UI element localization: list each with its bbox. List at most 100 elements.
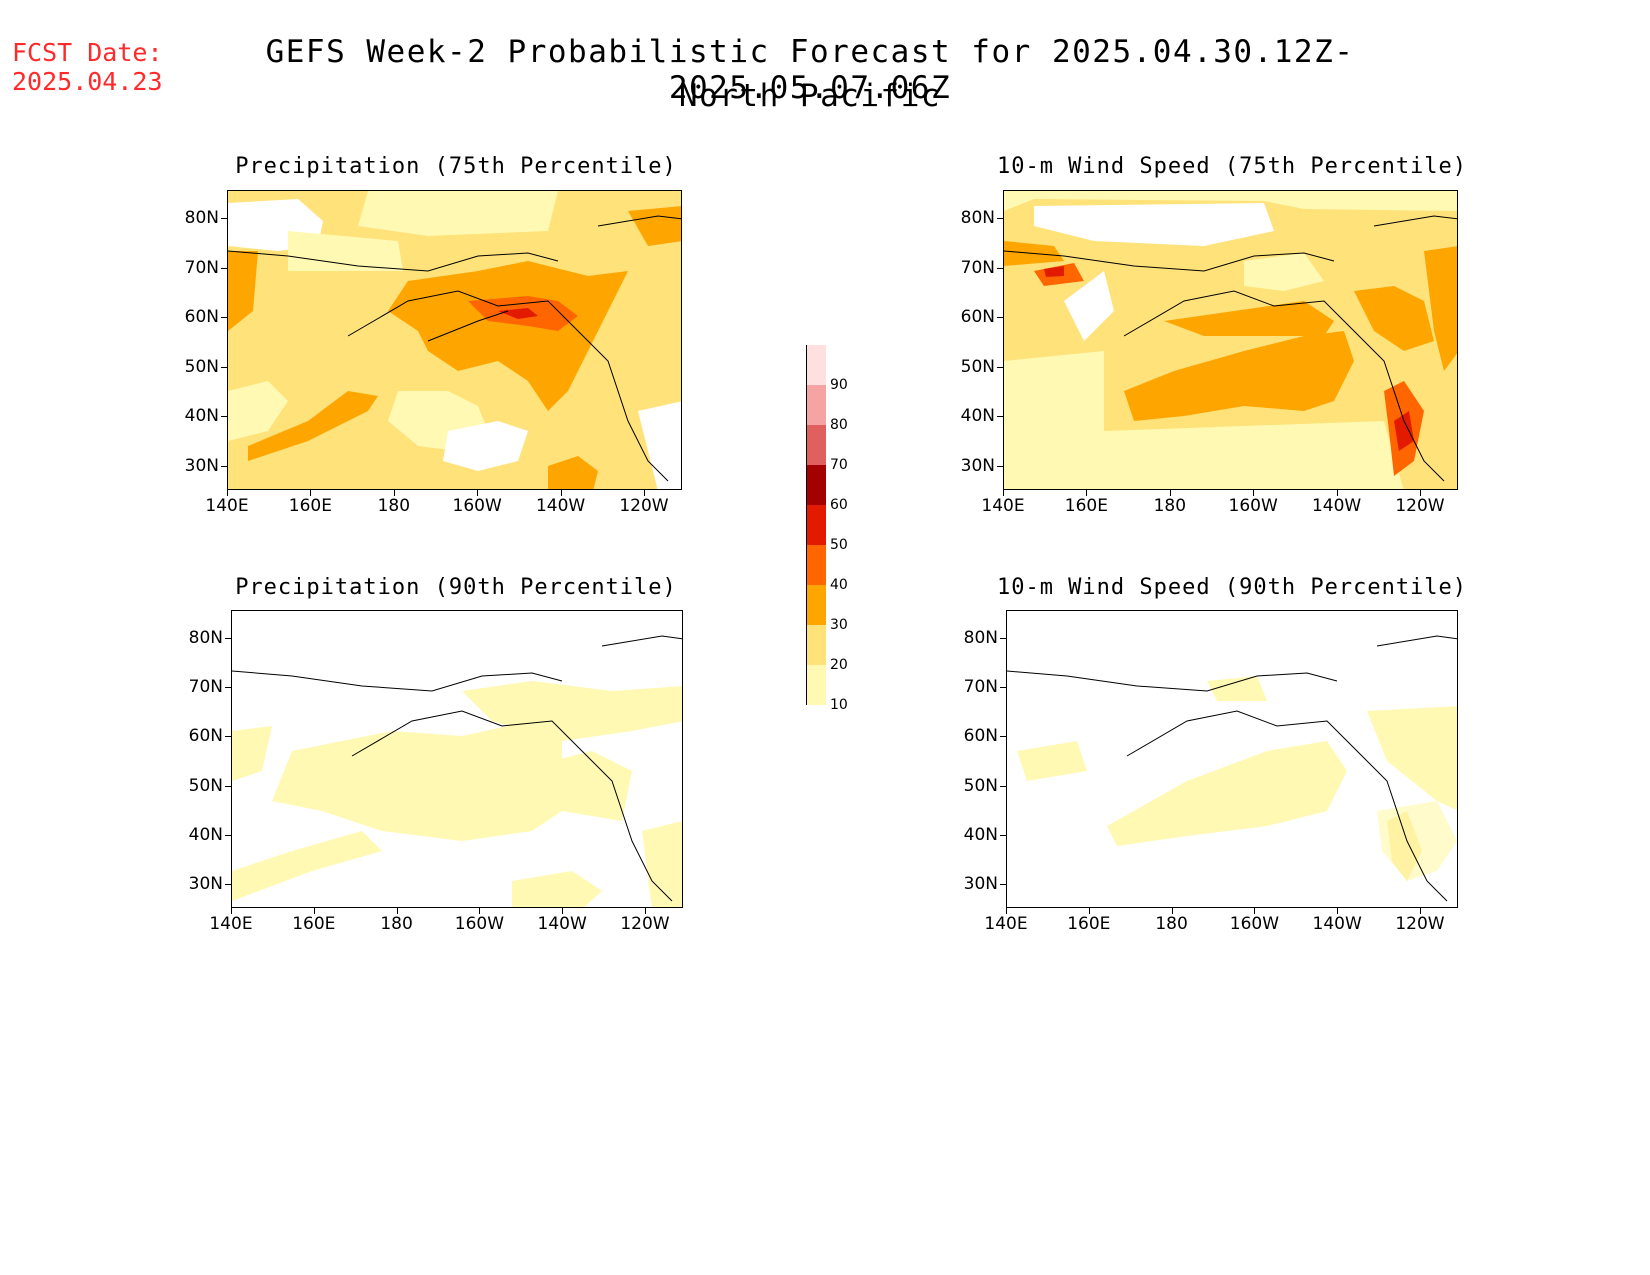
lon-tick-mark xyxy=(1420,908,1421,914)
colorbar-swatch xyxy=(806,665,826,705)
panel-title-wind-75: 10-m Wind Speed (75th Percentile) xyxy=(996,154,1468,179)
colorbar-label: 10 xyxy=(830,697,848,713)
lat-tick-mark xyxy=(1000,834,1006,836)
lat-tick-mark xyxy=(1000,736,1006,738)
lat-tick-label: 70N xyxy=(184,257,219,278)
lat-tick-label: 60N xyxy=(188,726,223,747)
map-precip-75 xyxy=(227,190,682,490)
lon-tick-mark xyxy=(1254,908,1256,914)
lat-tick-label: 80N xyxy=(960,208,995,228)
lat-tick-label: 80N xyxy=(184,208,219,228)
lat-tick-label: 70N xyxy=(963,677,998,698)
lon-tick-label: 160W xyxy=(1228,496,1278,516)
colorbar-swatch xyxy=(806,385,826,425)
lon-tick-mark xyxy=(310,490,312,496)
colorbar-swatch xyxy=(806,585,826,625)
lon-tick-mark xyxy=(562,908,564,914)
colorbar-swatch xyxy=(806,425,826,465)
lon-tick-mark xyxy=(1253,490,1255,496)
lon-tick-label: 160E xyxy=(1067,914,1111,934)
lon-tick-label: 180 xyxy=(377,496,411,516)
lon-tick-label: 180 xyxy=(1155,914,1188,934)
panel-title-precip-90: Precipitation (90th Percentile) xyxy=(235,575,677,600)
page-title: GEFS Week-2 Probabilistic Forecast for 2… xyxy=(265,34,1355,106)
map-precip-90 xyxy=(231,610,683,908)
lat-tick-label: 40N xyxy=(963,824,998,845)
lat-tick-label: 80N xyxy=(188,628,223,648)
lon-tick-mark xyxy=(1003,490,1004,496)
lon-tick-mark xyxy=(1169,490,1171,496)
lon-tick-mark xyxy=(1088,908,1090,914)
lon-tick-mark xyxy=(1086,490,1088,496)
lat-tick-mark xyxy=(225,884,231,885)
lat-tick-mark xyxy=(997,267,1003,269)
lon-tick-label: 120W xyxy=(1395,496,1445,516)
lon-tick-label: 160E xyxy=(288,496,332,516)
lon-tick-label: 120W xyxy=(1395,914,1445,934)
colorbar-label: 60 xyxy=(830,497,848,513)
lat-tick-mark xyxy=(221,366,227,368)
lon-tick-mark xyxy=(1336,490,1338,496)
lat-tick-mark xyxy=(997,416,1003,418)
lat-tick-mark xyxy=(221,267,227,269)
lat-tick-label: 30N xyxy=(960,456,995,476)
lat-tick-label: 50N xyxy=(963,775,998,796)
lon-tick-mark xyxy=(479,908,481,914)
lat-tick-mark xyxy=(225,687,231,689)
colorbar-label: 80 xyxy=(830,417,848,433)
lat-tick-label: 30N xyxy=(963,874,998,894)
colorbar-swatch xyxy=(806,345,826,385)
lat-tick-label: 30N xyxy=(184,456,219,476)
colorbar-swatch xyxy=(806,545,826,585)
region-subtitle: North Pacific xyxy=(678,78,942,114)
lon-tick-mark xyxy=(560,490,562,496)
lon-tick-mark xyxy=(393,490,395,496)
colorbar-swatch xyxy=(806,505,826,545)
lon-tick-mark xyxy=(396,908,398,914)
lat-tick-mark xyxy=(1000,687,1006,689)
lon-tick-mark xyxy=(1420,490,1421,496)
colorbar-label: 50 xyxy=(830,537,848,553)
lon-tick-label: 160W xyxy=(452,496,502,516)
lat-tick-mark xyxy=(1000,785,1006,787)
colorbar-label: 90 xyxy=(830,377,848,393)
lat-tick-label: 50N xyxy=(184,356,219,377)
lon-tick-label: 180 xyxy=(380,914,413,934)
forecast-date-label: FCST Date: xyxy=(12,38,163,67)
lat-tick-mark xyxy=(225,736,231,738)
lat-tick-mark xyxy=(997,366,1003,368)
lon-tick-mark xyxy=(1171,908,1173,914)
lon-tick-label: 140E xyxy=(984,914,1028,934)
lon-tick-label: 140W xyxy=(1311,496,1362,516)
lat-tick-label: 40N xyxy=(188,824,223,845)
lon-tick-label: 140W xyxy=(1312,914,1362,934)
panel-title-wind-90: 10-m Wind Speed (90th Percentile) xyxy=(996,575,1468,600)
lat-tick-label: 60N xyxy=(184,307,219,328)
lat-tick-label: 70N xyxy=(188,677,223,698)
map-wind-90 xyxy=(1006,610,1458,908)
lat-tick-mark xyxy=(221,218,227,219)
lat-tick-label: 70N xyxy=(960,257,995,278)
lat-tick-mark xyxy=(225,785,231,787)
lon-tick-label: 140E xyxy=(981,496,1025,516)
panel-title-precip-75: Precipitation (75th Percentile) xyxy=(235,154,677,179)
lat-tick-label: 30N xyxy=(188,874,223,894)
lat-tick-mark xyxy=(221,416,227,418)
lat-tick-mark xyxy=(221,466,227,467)
forecast-date-value: 2025.04.23 xyxy=(12,67,163,96)
lon-tick-label: 120W xyxy=(619,496,669,516)
lon-tick-label: 120W xyxy=(620,914,670,934)
lat-tick-mark xyxy=(225,834,231,836)
lon-tick-label: 140E xyxy=(205,496,249,516)
lon-tick-label: 180 xyxy=(1153,496,1187,516)
lat-tick-label: 40N xyxy=(960,406,995,427)
lat-tick-mark xyxy=(225,638,231,639)
lat-tick-label: 80N xyxy=(963,628,998,648)
lon-tick-mark xyxy=(227,490,228,496)
lon-tick-mark xyxy=(477,490,479,496)
lon-tick-mark xyxy=(231,908,232,914)
colorbar-label: 30 xyxy=(830,617,848,633)
colorbar-swatch xyxy=(806,625,826,665)
lon-tick-mark xyxy=(1006,908,1007,914)
colorbar-swatch xyxy=(806,465,826,505)
